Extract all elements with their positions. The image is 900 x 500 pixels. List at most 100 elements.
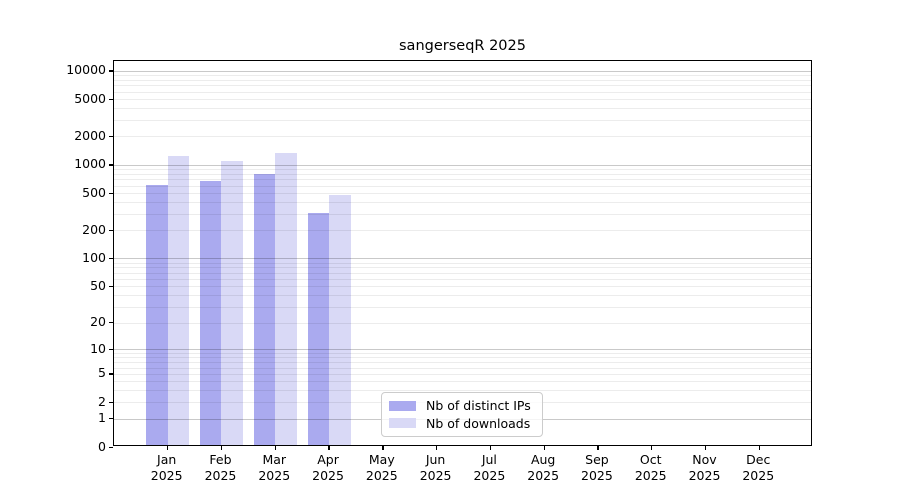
y-tick-mark <box>109 192 113 194</box>
major-gridline <box>114 70 811 72</box>
minor-gridline <box>114 91 811 93</box>
legend-label-distinct-ips: Nb of distinct IPs <box>426 398 531 414</box>
minor-gridline <box>114 362 811 364</box>
minor-gridline <box>114 381 811 383</box>
minor-gridline <box>114 108 811 110</box>
bar-distinct-ips <box>253 174 276 445</box>
bar-distinct-ips <box>146 185 168 445</box>
y-tick-label: 5 <box>98 365 106 381</box>
y-tick-mark <box>109 257 113 260</box>
x-tick-mark <box>167 446 169 450</box>
y-tick-label: 2 <box>98 393 106 409</box>
x-tick-mark <box>758 446 760 450</box>
y-tick-mark <box>109 285 113 288</box>
minor-gridline <box>114 295 811 297</box>
minor-gridline <box>114 357 811 359</box>
minor-gridline <box>114 79 811 81</box>
y-tick-mark <box>109 446 113 448</box>
major-gridline <box>114 349 811 351</box>
x-tick-label: Mar 2025 <box>258 452 291 483</box>
legend-label-downloads: Nb of downloads <box>426 415 531 431</box>
x-tick-mark <box>597 446 599 450</box>
y-tick-label: 1000 <box>74 156 106 172</box>
x-tick-mark <box>382 446 384 450</box>
x-tick-mark <box>220 446 223 450</box>
minor-gridline <box>114 193 811 195</box>
minor-gridline <box>114 279 811 281</box>
minor-gridline <box>114 185 811 187</box>
y-tick-mark <box>109 229 113 232</box>
minor-gridline <box>114 272 811 274</box>
y-tick-label: 5000 <box>74 90 106 106</box>
x-tick-label: Jun 2025 <box>419 452 452 483</box>
y-tick-mark <box>109 70 113 72</box>
minor-gridline <box>114 119 811 121</box>
bar-downloads <box>329 195 351 445</box>
plot-area <box>109 60 812 450</box>
y-tick-mark <box>109 401 113 403</box>
y-tick-label: 50 <box>90 277 106 293</box>
y-tick-label: 200 <box>82 221 106 237</box>
y-tick-mark <box>109 348 113 350</box>
y-tick-mark <box>109 164 113 166</box>
x-tick-label: Sep 2025 <box>581 452 613 483</box>
bar-downloads <box>275 152 297 445</box>
minor-gridline <box>114 136 811 138</box>
minor-gridline <box>114 306 811 308</box>
bar-distinct-ips <box>307 213 330 445</box>
minor-gridline <box>114 99 811 101</box>
y-tick-label: 500 <box>82 184 106 200</box>
x-tick-label: Aug 2025 <box>527 452 560 483</box>
y-tick-mark <box>109 322 113 324</box>
minor-gridline <box>114 322 811 324</box>
y-tick-label: 100 <box>82 249 106 265</box>
x-tick-label: Jan 2025 <box>150 452 183 483</box>
chart-title: sangerseqR 2025 <box>399 38 526 54</box>
major-gridline <box>114 164 811 166</box>
x-tick-mark <box>436 446 438 450</box>
bar-downloads <box>167 155 190 445</box>
y-tick-label: 20 <box>90 314 106 330</box>
y-tick-label: 0 <box>98 438 106 454</box>
minor-gridline <box>114 75 811 77</box>
x-tick-label: Nov 2025 <box>688 452 721 483</box>
y-tick-label: 1 <box>98 410 106 426</box>
legend-swatch-downloads <box>389 418 416 429</box>
minor-gridline <box>114 373 811 375</box>
x-tick-mark <box>543 446 545 450</box>
minor-gridline <box>114 202 811 204</box>
y-tick-mark <box>109 98 113 100</box>
y-tick-label: 10000 <box>66 62 106 78</box>
x-tick-label: Feb 2025 <box>204 452 237 483</box>
bar-distinct-ips <box>199 180 222 445</box>
minor-gridline <box>114 352 811 354</box>
minor-gridline <box>114 262 811 264</box>
minor-gridline <box>114 230 811 232</box>
minor-gridline <box>114 173 811 175</box>
minor-gridline <box>114 85 811 87</box>
x-tick-label: Apr 2025 <box>312 452 344 483</box>
y-tick-label: 2000 <box>74 127 106 143</box>
minor-gridline <box>114 169 811 171</box>
x-tick-mark <box>704 446 707 450</box>
x-tick-label: Jul 2025 <box>473 452 506 483</box>
y-tick-mark <box>109 418 113 420</box>
bar-downloads <box>221 160 243 445</box>
x-tick-label: May 2025 <box>365 452 398 483</box>
legend: Nb of distinct IPs Nb of downloads <box>381 392 543 437</box>
major-gridline <box>114 258 811 260</box>
legend-swatch-distinct-ips <box>389 400 416 411</box>
x-tick-mark <box>489 446 492 450</box>
minor-gridline <box>114 213 811 215</box>
x-tick-mark <box>651 446 653 450</box>
minor-gridline <box>114 390 811 392</box>
minor-gridline <box>114 367 811 369</box>
y-tick-label: 10 <box>90 340 106 356</box>
minor-gridline <box>114 179 811 181</box>
x-tick-mark <box>328 446 330 450</box>
minor-gridline <box>114 267 811 269</box>
x-tick-mark <box>274 446 276 450</box>
x-tick-label: Dec 2025 <box>742 452 775 483</box>
legend-item-downloads: Nb of downloads <box>389 416 535 431</box>
